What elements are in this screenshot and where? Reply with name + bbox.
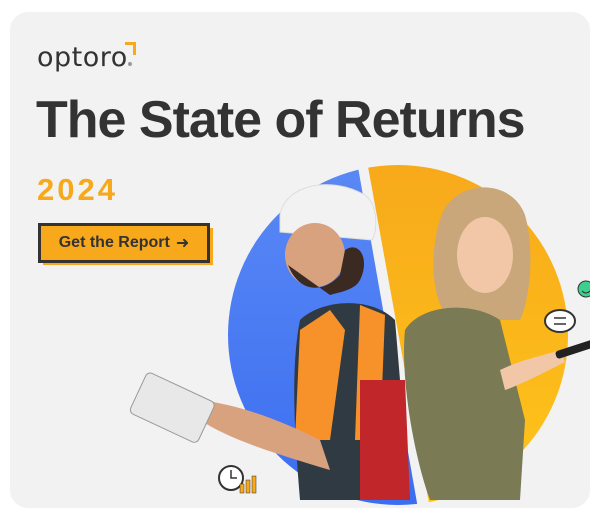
exchange-chat-icon: [544, 309, 576, 333]
arrow-right-icon: ➜: [175, 235, 190, 252]
smiley-icon: [577, 280, 590, 298]
headline-title: The State of Returns: [36, 91, 525, 149]
clock-growth-icon: [218, 465, 257, 494]
woman-figure: [404, 187, 590, 500]
cta-label: Get the Report: [58, 234, 170, 251]
optoro-logo: optoro: [37, 42, 128, 73]
get-report-button[interactable]: Get the Report ➜: [38, 223, 210, 263]
ad-banner[interactable]: optoro The State of Returns 2024 Get the…: [10, 12, 590, 508]
hero-illustration: [129, 165, 590, 505]
logo-dot: [128, 62, 132, 66]
man-figure: [129, 184, 410, 500]
logo-mark: [125, 42, 136, 55]
headline-year: 2024: [37, 172, 118, 207]
